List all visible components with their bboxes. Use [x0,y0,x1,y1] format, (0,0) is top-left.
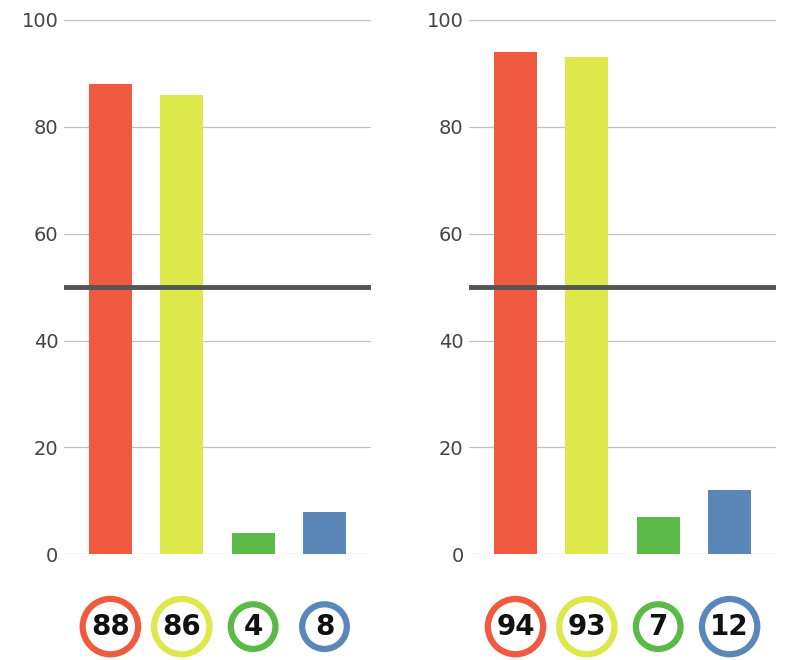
Text: 7: 7 [649,612,668,641]
Text: 8: 8 [315,612,334,641]
Bar [566,57,608,554]
Text: 4: 4 [243,612,263,641]
Bar [708,490,751,554]
Text: 93: 93 [567,612,606,641]
Text: 86: 86 [162,612,201,641]
Bar [89,84,132,554]
Bar [232,533,274,554]
Text: 94: 94 [496,612,535,641]
Bar [494,52,537,554]
Bar [160,94,203,554]
Text: 88: 88 [91,612,130,641]
Text: 12: 12 [710,612,749,641]
Bar [303,512,346,554]
Bar [637,517,680,554]
